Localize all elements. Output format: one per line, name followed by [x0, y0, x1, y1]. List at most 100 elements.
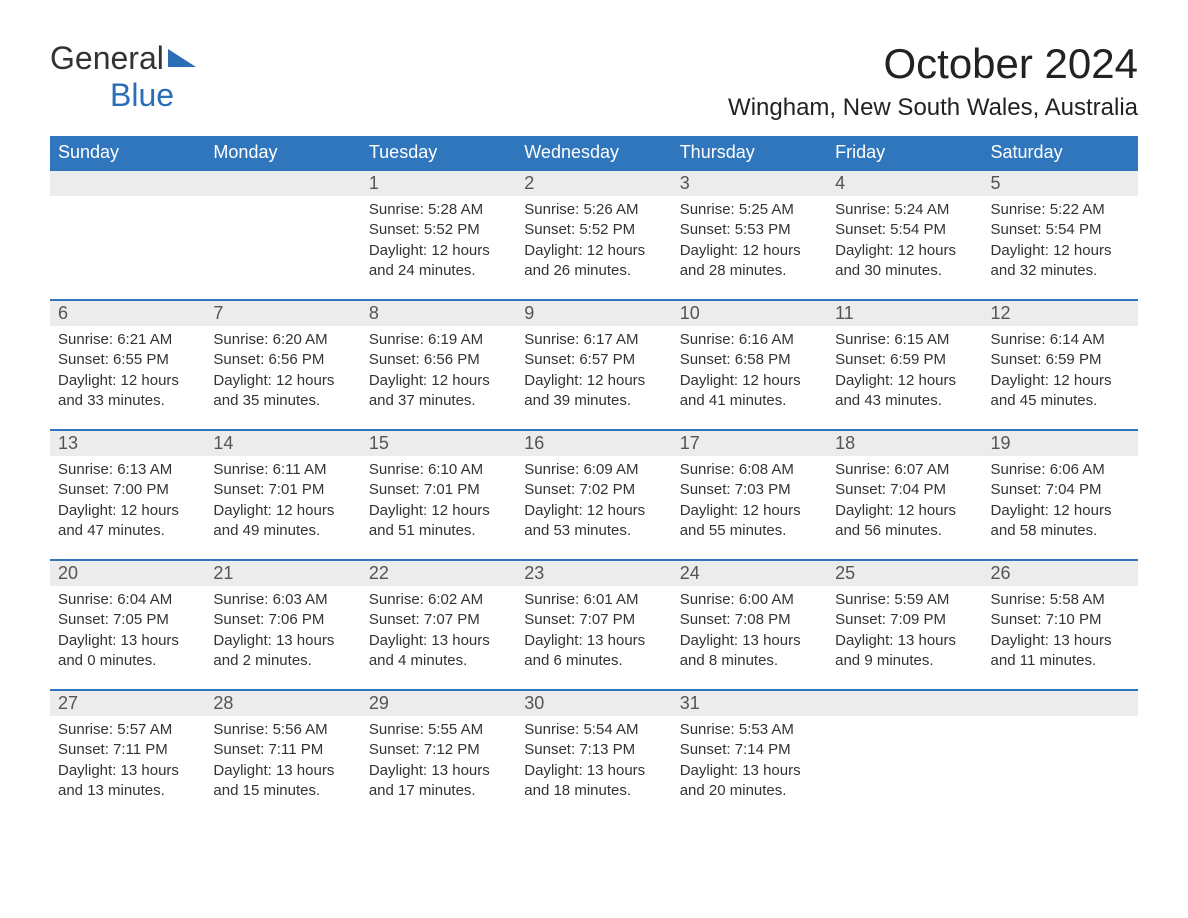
day-number: 29 — [361, 690, 516, 716]
day-number: 9 — [516, 300, 671, 326]
day-number: 19 — [983, 430, 1138, 456]
day-number: 23 — [516, 560, 671, 586]
sunset-line: Sunset: 6:59 PM — [991, 350, 1130, 370]
daylight-hours: 13 — [121, 762, 138, 779]
daylight-hours: 12 — [898, 372, 915, 389]
sunrise-line: Sunrise: 6:19 AM — [369, 330, 508, 350]
daylight-line: Daylight: 13 hoursand 0 minutes. — [58, 631, 197, 672]
daynum-row: 20212223242526 — [50, 560, 1138, 586]
sunset-time: 5:52 PM — [579, 221, 635, 238]
day-number: 28 — [205, 690, 360, 716]
day-cell: Sunrise: 6:17 AMSunset: 6:57 PMDaylight:… — [516, 326, 671, 430]
day-number: 30 — [516, 690, 671, 716]
sunrise-line: Sunrise: 6:16 AM — [680, 330, 819, 350]
day-cell: Sunrise: 6:16 AMSunset: 6:58 PMDaylight:… — [672, 326, 827, 430]
daylight-hours: 12 — [431, 372, 448, 389]
sunrise-line: Sunrise: 5:24 AM — [835, 200, 974, 220]
sunrise-line: Sunrise: 5:25 AM — [680, 200, 819, 220]
daylight-line: Daylight: 13 hoursand 11 minutes. — [991, 631, 1130, 672]
sunset-line: Sunset: 6:56 PM — [213, 350, 352, 370]
sunrise-time: 6:11 AM — [273, 461, 327, 478]
day-cell: Sunrise: 5:54 AMSunset: 7:13 PMDaylight:… — [516, 716, 671, 819]
daylight-minutes: 13 — [87, 782, 104, 799]
daylight-line: Daylight: 12 hoursand 35 minutes. — [213, 371, 352, 412]
daylight-hours: 13 — [1053, 632, 1070, 649]
calendar-body: 12345Sunrise: 5:28 AMSunset: 5:52 PMDayl… — [50, 170, 1138, 819]
daylight-hours: 12 — [587, 502, 604, 519]
day-number: 6 — [50, 300, 205, 326]
sunrise-time: 6:07 AM — [894, 461, 949, 478]
daylight-minutes: 18 — [553, 782, 570, 799]
sunset-line: Sunset: 7:02 PM — [524, 480, 663, 500]
day-number: 15 — [361, 430, 516, 456]
daylight-hours: 12 — [276, 372, 293, 389]
sunrise-time: 5:59 AM — [894, 591, 949, 608]
daylight-line: Daylight: 12 hoursand 47 minutes. — [58, 501, 197, 542]
daylight-hours: 12 — [587, 372, 604, 389]
daylight-minutes: 0 — [87, 652, 95, 669]
day-number: 4 — [827, 170, 982, 196]
day-cell: Sunrise: 6:00 AMSunset: 7:08 PMDaylight:… — [672, 586, 827, 690]
day-number: 18 — [827, 430, 982, 456]
sunrise-line: Sunrise: 6:00 AM — [680, 590, 819, 610]
sunset-line: Sunset: 5:54 PM — [835, 220, 974, 240]
sunset-line: Sunset: 5:52 PM — [524, 220, 663, 240]
empty-cell — [827, 690, 982, 716]
day-number: 12 — [983, 300, 1138, 326]
daynum-row: 6789101112 — [50, 300, 1138, 326]
daylight-minutes: 37 — [398, 392, 415, 409]
day-cell: Sunrise: 5:55 AMSunset: 7:12 PMDaylight:… — [361, 716, 516, 819]
sunset-time: 7:12 PM — [424, 741, 480, 758]
day-cell: Sunrise: 6:03 AMSunset: 7:06 PMDaylight:… — [205, 586, 360, 690]
sunrise-time: 6:21 AM — [117, 331, 172, 348]
daybody-row: Sunrise: 5:28 AMSunset: 5:52 PMDaylight:… — [50, 196, 1138, 300]
empty-cell — [50, 196, 205, 300]
sunrise-time: 5:28 AM — [428, 201, 483, 218]
daylight-minutes: 20 — [709, 782, 726, 799]
sunset-time: 6:59 PM — [1046, 351, 1102, 368]
sunrise-time: 6:10 AM — [428, 461, 483, 478]
sunrise-line: Sunrise: 5:53 AM — [680, 720, 819, 740]
sunset-time: 7:01 PM — [424, 481, 480, 498]
daylight-line: Daylight: 13 hoursand 4 minutes. — [369, 631, 508, 672]
sunrise-line: Sunrise: 6:01 AM — [524, 590, 663, 610]
daylight-hours: 12 — [742, 502, 759, 519]
sunrise-line: Sunrise: 6:17 AM — [524, 330, 663, 350]
day-cell: Sunrise: 6:21 AMSunset: 6:55 PMDaylight:… — [50, 326, 205, 430]
sunrise-line: Sunrise: 6:15 AM — [835, 330, 974, 350]
sunrise-time: 5:58 AM — [1050, 591, 1105, 608]
daylight-minutes: 58 — [1020, 522, 1037, 539]
daylight-hours: 12 — [431, 502, 448, 519]
daylight-hours: 13 — [587, 762, 604, 779]
sunrise-time: 6:16 AM — [739, 331, 794, 348]
sunset-line: Sunset: 7:11 PM — [213, 740, 352, 760]
daylight-minutes: 35 — [243, 392, 260, 409]
sunset-time: 6:56 PM — [268, 351, 324, 368]
day-cell: Sunrise: 6:11 AMSunset: 7:01 PMDaylight:… — [205, 456, 360, 560]
sunset-time: 5:52 PM — [424, 221, 480, 238]
day-number: 26 — [983, 560, 1138, 586]
sunrise-line: Sunrise: 5:55 AM — [369, 720, 508, 740]
sunrise-line: Sunrise: 5:54 AM — [524, 720, 663, 740]
day-number: 16 — [516, 430, 671, 456]
sunset-line: Sunset: 7:09 PM — [835, 610, 974, 630]
sunrise-line: Sunrise: 5:58 AM — [991, 590, 1130, 610]
logo: General Blue — [50, 40, 196, 114]
sunset-line: Sunset: 5:52 PM — [369, 220, 508, 240]
weekday-header: Sunday — [50, 136, 205, 170]
daybody-row: Sunrise: 6:13 AMSunset: 7:00 PMDaylight:… — [50, 456, 1138, 560]
day-cell: Sunrise: 6:19 AMSunset: 6:56 PMDaylight:… — [361, 326, 516, 430]
day-cell: Sunrise: 6:01 AMSunset: 7:07 PMDaylight:… — [516, 586, 671, 690]
day-number: 3 — [672, 170, 827, 196]
sunrise-time: 5:55 AM — [428, 721, 483, 738]
day-cell: Sunrise: 5:58 AMSunset: 7:10 PMDaylight:… — [983, 586, 1138, 690]
sunset-time: 7:01 PM — [268, 481, 324, 498]
daylight-minutes: 15 — [243, 782, 260, 799]
daylight-minutes: 6 — [553, 652, 561, 669]
day-cell: Sunrise: 6:13 AMSunset: 7:00 PMDaylight:… — [50, 456, 205, 560]
sunrise-time: 6:15 AM — [894, 331, 949, 348]
sunset-time: 7:06 PM — [268, 611, 324, 628]
day-number: 22 — [361, 560, 516, 586]
day-number: 13 — [50, 430, 205, 456]
sunrise-line: Sunrise: 5:57 AM — [58, 720, 197, 740]
